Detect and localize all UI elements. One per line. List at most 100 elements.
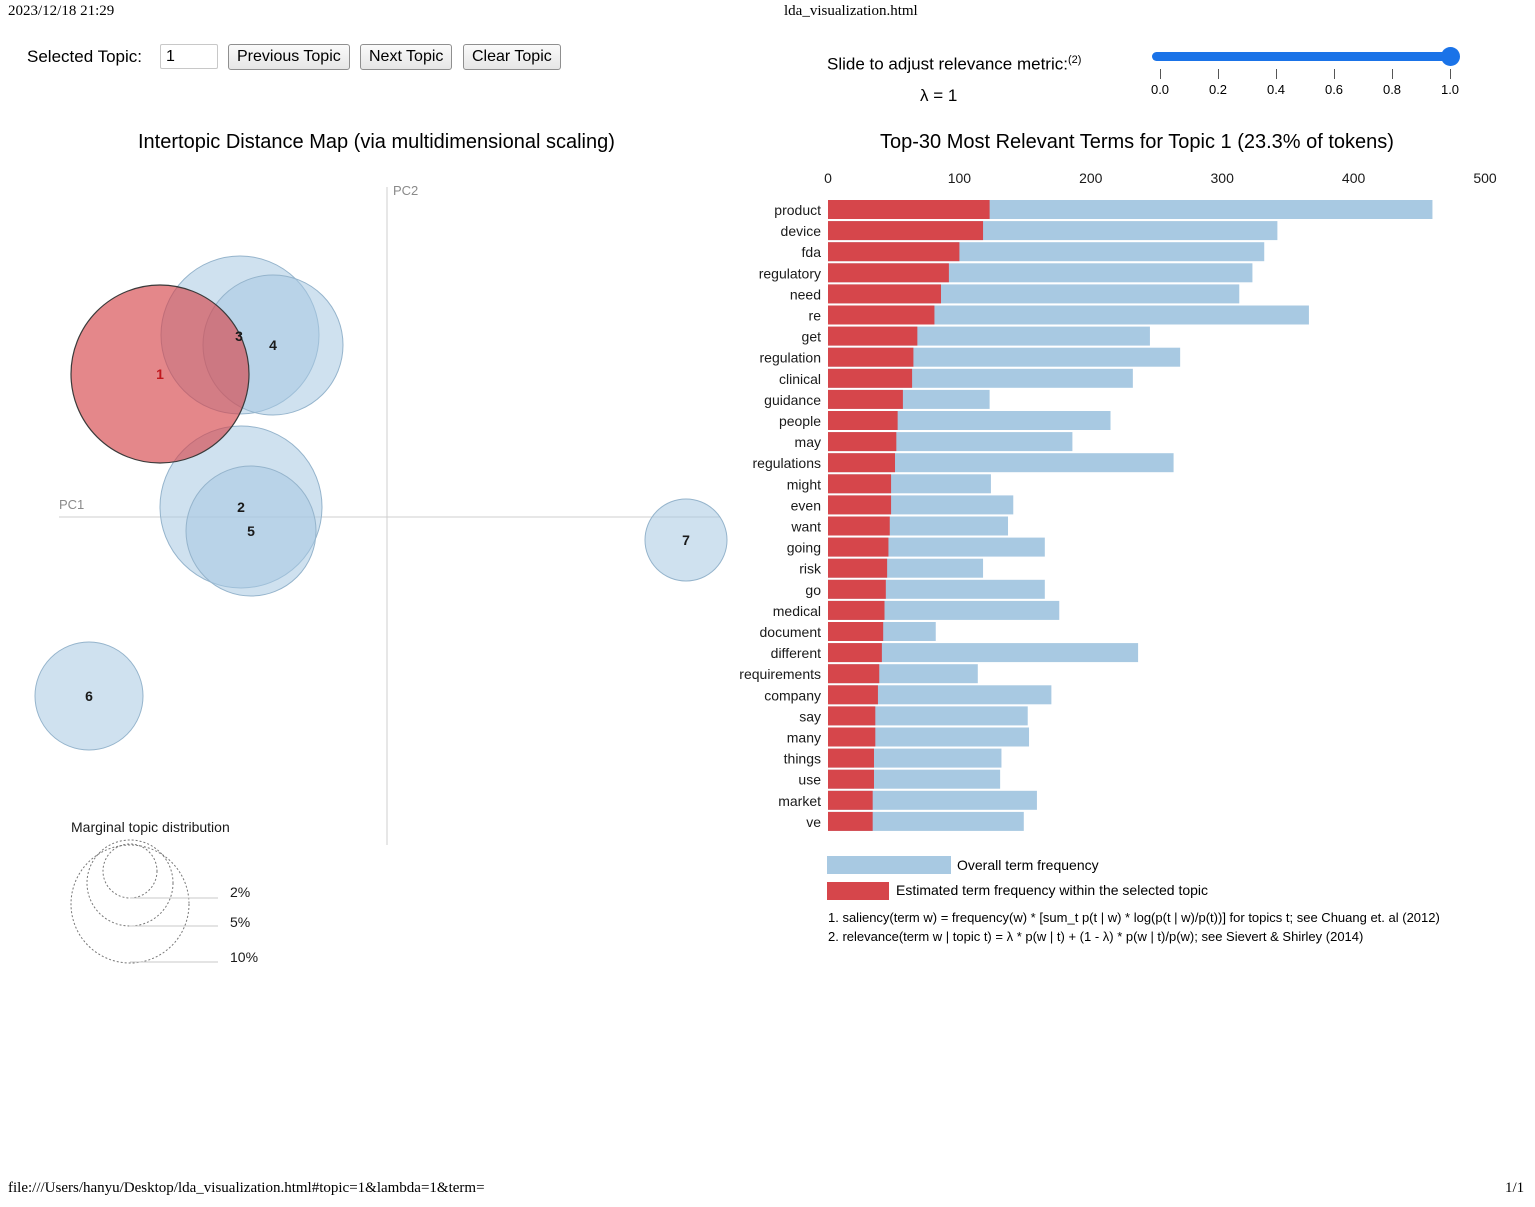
topic-frequency-bar <box>828 811 873 831</box>
bar-chart-title: Top-30 Most Relevant Terms for Topic 1 (… <box>880 131 1394 153</box>
term-label[interactable]: many <box>787 730 821 746</box>
print-datetime: 2023/12/18 21:29 <box>8 3 115 19</box>
topic-label-7: 7 <box>682 532 690 548</box>
term-label[interactable]: might <box>787 476 821 492</box>
term-label[interactable]: fda <box>802 244 822 260</box>
overall-frequency-bar <box>828 811 1024 831</box>
lambda-readout: λ = 1 <box>920 86 958 105</box>
x-tick-label: 400 <box>1342 170 1366 186</box>
topic-frequency-bar <box>828 622 884 641</box>
selected-topic-label: Selected Topic: <box>27 47 142 66</box>
topic-frequency-bar <box>828 600 885 620</box>
overall-frequency-bar <box>828 453 1174 473</box>
topic-frequency-bar <box>828 200 990 219</box>
marginal-label-10pct: 10% <box>230 949 258 965</box>
term-label[interactable]: different <box>771 645 821 661</box>
legend-label-overall: Overall term frequency <box>957 857 1099 873</box>
topic-frequency-bar <box>828 326 918 346</box>
marginal-label-5pct: 5% <box>230 914 250 930</box>
term-label[interactable]: company <box>764 687 821 703</box>
term-label[interactable]: things <box>784 751 821 767</box>
slider-tick-label: 0.0 <box>1150 82 1170 97</box>
overall-frequency-bar <box>828 727 1030 747</box>
relevance-slider-label: Slide to adjust relevance metric:(2) <box>827 54 1081 75</box>
overall-frequency-bar <box>828 347 1181 367</box>
topic-frequency-bar <box>828 305 935 325</box>
term-label[interactable]: go <box>805 582 821 598</box>
slider-tick <box>1276 69 1277 79</box>
term-label[interactable]: document <box>760 624 822 640</box>
slider-tick-label: 0.4 <box>1266 82 1286 97</box>
slider-tick-label: 0.2 <box>1208 82 1228 97</box>
slider-tick <box>1334 69 1335 79</box>
term-label[interactable]: device <box>781 223 822 239</box>
footnote-saliency: 1. saliency(term w) = frequency(w) * [su… <box>828 910 1440 925</box>
topic-frequency-bar <box>828 368 913 388</box>
previous-topic-button[interactable]: Previous Topic <box>228 44 350 70</box>
print-footer-page: 1/1 <box>1505 1180 1525 1196</box>
term-label[interactable]: market <box>778 793 821 809</box>
topic-frequency-bar <box>828 389 903 409</box>
topic-label-1: 1 <box>156 366 164 382</box>
topic-frequency-bar <box>828 474 892 494</box>
term-label[interactable]: get <box>802 329 822 345</box>
term-label[interactable]: may <box>795 434 821 450</box>
marginal-circle-10pct <box>70 844 190 964</box>
overall-frequency-bar <box>828 411 1111 430</box>
relevance-slider-track[interactable] <box>1152 52 1451 61</box>
selected-topic-input[interactable] <box>160 44 218 69</box>
topic-frequency-bar <box>828 748 874 768</box>
topic-circle-1-selected[interactable] <box>70 284 250 464</box>
marginal-distribution-title: Marginal topic distribution <box>71 819 230 835</box>
term-label[interactable]: want <box>790 519 821 535</box>
term-label[interactable]: ve <box>806 814 821 830</box>
marginal-circle-5pct <box>86 839 174 927</box>
print-footer-url: file:///Users/hanyu/Desktop/lda_visualiz… <box>8 1180 485 1196</box>
term-label[interactable]: need <box>790 286 821 302</box>
clear-topic-button[interactable]: Clear Topic <box>463 44 561 70</box>
term-bar-chart: 0 100 200 300 400 500 product device fda regulato… <box>739 170 1497 831</box>
slider-tick <box>1160 69 1161 79</box>
topic-frequency-bar <box>828 453 896 473</box>
topic-frequency-bar <box>828 579 886 599</box>
overall-frequency-bar <box>828 706 1028 726</box>
term-label[interactable]: medical <box>773 603 821 619</box>
overall-frequency-bar <box>828 790 1037 810</box>
topic-label-4: 4 <box>269 337 277 353</box>
topic-label-2: 2 <box>237 499 245 515</box>
term-label[interactable]: regulatory <box>759 265 821 281</box>
next-topic-button[interactable]: Next Topic <box>360 44 453 70</box>
x-tick-label: 100 <box>948 170 972 186</box>
topic-frequency-bar <box>828 769 874 789</box>
term-label[interactable]: people <box>779 413 821 429</box>
topic-frequency-bar <box>828 263 949 283</box>
term-label[interactable]: going <box>787 540 821 556</box>
topic-frequency-bar <box>828 685 878 705</box>
topic-frequency-bar <box>828 242 960 262</box>
term-label[interactable]: guidance <box>764 392 821 408</box>
pc2-axis-label: PC2 <box>393 183 418 198</box>
x-tick-label: 300 <box>1211 170 1235 186</box>
x-tick-label: 500 <box>1473 170 1497 186</box>
term-label[interactable]: use <box>798 772 821 788</box>
marginal-label-2pct: 2% <box>230 884 250 900</box>
x-tick-label: 0 <box>824 170 832 186</box>
topic-label-5: 5 <box>247 523 255 539</box>
term-label[interactable]: regulation <box>760 350 822 366</box>
topic-circle-6[interactable] <box>34 641 144 751</box>
term-label[interactable]: regulations <box>753 455 822 471</box>
topic-circle-7[interactable] <box>644 498 728 582</box>
topic-frequency-bar <box>828 727 876 747</box>
term-label[interactable]: product <box>774 202 821 218</box>
topic-label-3: 3 <box>235 328 243 344</box>
term-label[interactable]: requirements <box>739 666 821 682</box>
relevance-slider-thumb[interactable] <box>1441 47 1460 66</box>
topic-circle-5[interactable] <box>185 465 317 597</box>
topic-frequency-bar <box>828 664 880 684</box>
term-label[interactable]: re <box>809 308 822 324</box>
term-label[interactable]: risk <box>799 561 822 577</box>
topic-frequency-bar <box>828 790 873 810</box>
term-label[interactable]: even <box>791 497 821 513</box>
term-label[interactable]: say <box>799 708 821 724</box>
term-label[interactable]: clinical <box>779 371 821 387</box>
